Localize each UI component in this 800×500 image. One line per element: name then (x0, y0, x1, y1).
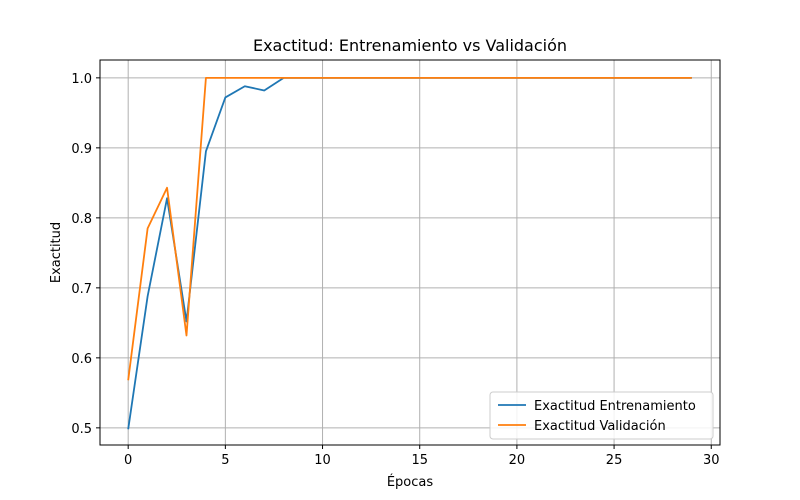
y-tick-label: 0.7 (71, 282, 92, 297)
x-tick-label: 5 (221, 453, 229, 468)
y-tick-label: 1.0 (71, 72, 92, 87)
series-line-validation (127, 76, 692, 381)
x-tick-label: 15 (411, 453, 428, 468)
y-tick-label: 0.5 (71, 422, 92, 437)
chart-title: Exactitud: Entrenamiento vs Validación (253, 36, 567, 55)
x-tick-label: 10 (314, 453, 331, 468)
y-axis-label: Exactitud (49, 222, 64, 283)
axis-ticks: 0 5 10 15 20 25 30 0.5 0.6 0.7 0.8 0.9 1.0 (71, 72, 719, 468)
y-tick-label: 0.6 (71, 352, 92, 367)
plot-area-frame (99, 59, 721, 446)
x-axis-label: Épocas (387, 474, 434, 490)
x-tick-label: 25 (606, 453, 623, 468)
y-tick-label: 0.8 (71, 212, 92, 227)
x-tick-label: 0 (124, 453, 132, 468)
x-tick-label: 30 (703, 453, 720, 468)
legend-entry-label: Exactitud Entrenamiento (534, 399, 696, 414)
grid (100, 60, 720, 445)
legend: Exactitud Entrenamiento Exactitud Validac… (489, 391, 714, 440)
x-tick-label: 20 (509, 453, 526, 468)
legend-entry-label: Exactitud Validación (534, 419, 666, 434)
legend-box (489, 391, 714, 440)
y-tick-label: 0.9 (71, 142, 92, 157)
series-lines (127, 76, 692, 430)
